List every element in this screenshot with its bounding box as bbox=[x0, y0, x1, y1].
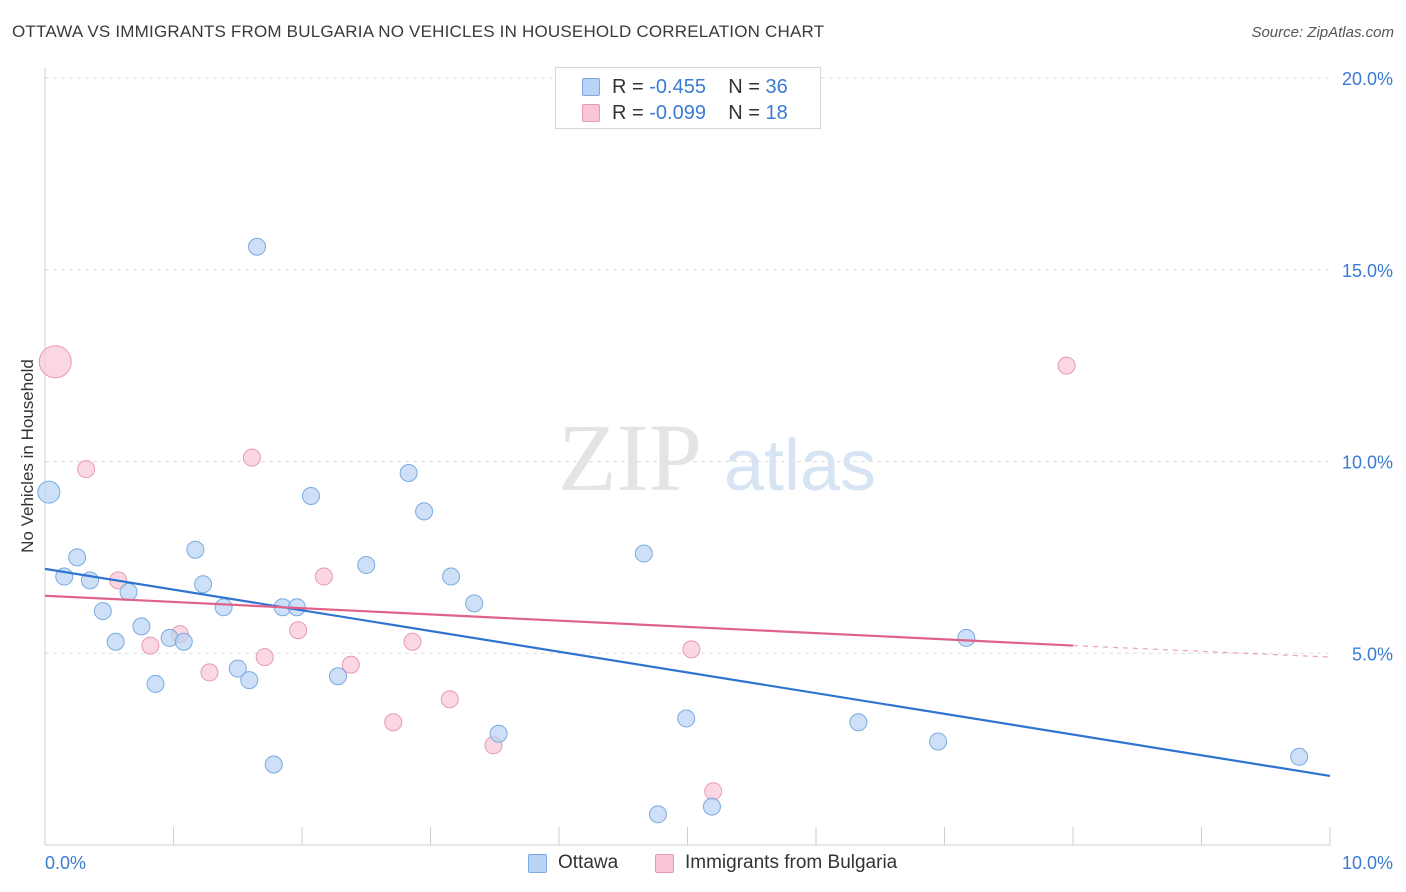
bulgaria-trend-line bbox=[44, 594, 1074, 647]
bulgaria-point bbox=[200, 663, 219, 682]
ottawa-point bbox=[301, 487, 320, 506]
ottawa-point bbox=[489, 724, 508, 743]
ottawa-point bbox=[194, 575, 213, 594]
series-legend: Ottawa Immigrants from Bulgaria bbox=[0, 852, 1406, 878]
ottawa-trend-line bbox=[44, 567, 1331, 778]
bulgaria-point bbox=[289, 621, 308, 640]
x-tick-label: 10.0% bbox=[1342, 853, 1393, 873]
trend-lines bbox=[44, 567, 1331, 778]
ottawa-point bbox=[929, 732, 948, 751]
ottawa-point bbox=[648, 805, 667, 824]
ottawa-point bbox=[442, 567, 461, 586]
bulgaria-point bbox=[403, 632, 422, 651]
ottawa-swatch bbox=[582, 78, 600, 96]
ottawa-point bbox=[1290, 747, 1309, 766]
bulgaria-point bbox=[704, 782, 723, 801]
r-label: R = bbox=[612, 76, 650, 98]
r-label: R = bbox=[612, 102, 650, 124]
ottawa-point bbox=[677, 709, 696, 728]
ottawa-point bbox=[415, 502, 434, 521]
ottawa-point bbox=[146, 674, 165, 693]
bulgaria-point bbox=[341, 655, 360, 674]
bulgaria-point bbox=[440, 690, 459, 709]
x-tick-label: 0.0% bbox=[45, 853, 86, 873]
y-tick-label: 10.0% bbox=[1342, 453, 1393, 473]
bulgaria-point bbox=[38, 345, 72, 379]
ottawa-point bbox=[186, 540, 205, 559]
n-label: N = bbox=[728, 76, 766, 98]
bulgaria-point bbox=[1057, 356, 1076, 375]
bulgaria-point bbox=[255, 648, 274, 667]
n-label: N = bbox=[728, 102, 766, 124]
ottawa-point bbox=[119, 582, 138, 601]
ottawa-point bbox=[240, 671, 259, 690]
tick-labels: 5.0% 10.0% 15.0% 20.0% 0.0% 10.0% bbox=[45, 69, 1393, 873]
chart-title: OTTAWA VS IMMIGRANTS FROM BULGARIA NO VE… bbox=[12, 22, 825, 41]
ottawa-point bbox=[264, 755, 283, 774]
watermark-atlas: atlas bbox=[724, 426, 876, 506]
ottawa-point bbox=[106, 632, 125, 651]
r-value: -0.455 bbox=[649, 76, 706, 98]
ottawa-point bbox=[248, 237, 267, 256]
n-value: 18 bbox=[765, 102, 788, 124]
ottawa-point bbox=[328, 667, 347, 686]
axes bbox=[44, 68, 1331, 846]
bulgaria-point bbox=[242, 448, 261, 467]
ottawa-point bbox=[214, 598, 233, 617]
bulgaria-trend-extension bbox=[1072, 644, 1331, 658]
bulgaria-swatch bbox=[582, 104, 600, 122]
ottawa-point bbox=[849, 713, 868, 732]
bulgaria-point bbox=[384, 713, 403, 732]
ottawa-point bbox=[37, 480, 61, 504]
ottawa-point bbox=[68, 548, 87, 567]
ottawa-point bbox=[399, 464, 418, 483]
ottawa-point bbox=[634, 544, 653, 563]
bulgaria-point bbox=[682, 640, 701, 659]
data-points bbox=[37, 237, 1309, 824]
y-tick-label: 20.0% bbox=[1342, 69, 1393, 89]
y-tick-label: 15.0% bbox=[1342, 261, 1393, 281]
ottawa-point bbox=[957, 628, 976, 647]
r-value: -0.099 bbox=[649, 102, 706, 124]
source-credit: Source: ZipAtlas.com bbox=[1251, 24, 1394, 41]
ottawa-swatch bbox=[528, 854, 547, 873]
ottawa-point bbox=[465, 594, 484, 613]
ottawa-point bbox=[174, 632, 193, 651]
correlation-legend: R = -0.455 N = 36 R = -0.099 N = 18 bbox=[555, 67, 821, 129]
ottawa-point bbox=[132, 617, 151, 636]
ottawa-point bbox=[93, 602, 112, 621]
ottawa-point bbox=[228, 659, 247, 678]
watermark: ZIP atlas bbox=[558, 404, 876, 511]
y-tick-label: 5.0% bbox=[1352, 644, 1393, 664]
bulgaria-point bbox=[77, 460, 96, 479]
legend-label-bulgaria: Immigrants from Bulgaria bbox=[685, 852, 898, 873]
bulgaria-point bbox=[141, 636, 160, 655]
n-value: 36 bbox=[765, 76, 788, 98]
watermark-zip: ZIP bbox=[558, 404, 702, 511]
legend-label-ottawa: Ottawa bbox=[558, 852, 619, 873]
ottawa-point bbox=[357, 556, 376, 575]
ottawa-point bbox=[702, 797, 721, 816]
bulgaria-swatch bbox=[655, 854, 674, 873]
bulgaria-point bbox=[314, 567, 333, 586]
gridlines bbox=[45, 77, 1330, 654]
